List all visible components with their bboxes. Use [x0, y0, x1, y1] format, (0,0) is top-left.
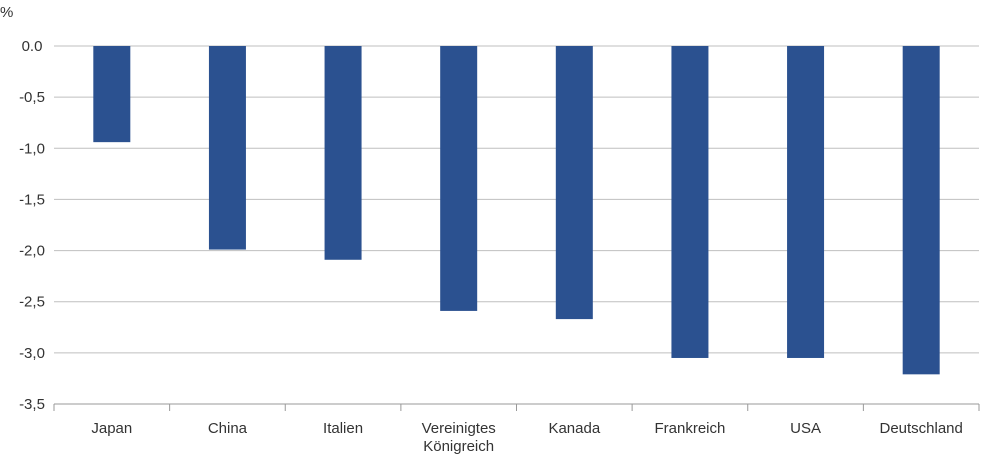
x-axis	[53, 403, 980, 411]
bar	[787, 46, 825, 358]
bar	[440, 46, 478, 311]
y-tick-label: -2,0	[19, 243, 45, 260]
category-label: Italien	[323, 420, 363, 437]
category-label: Frankreich	[655, 420, 726, 437]
category-label: China	[208, 420, 248, 437]
category-label: USA	[790, 420, 821, 437]
category-label: Vereinigtes	[422, 420, 496, 437]
category-label: Königreich	[423, 438, 494, 455]
bars	[93, 46, 940, 375]
category-label: Japan	[91, 420, 132, 437]
bar	[324, 46, 362, 260]
category-label: Deutschland	[879, 420, 962, 437]
y-unit-label: %	[0, 4, 13, 21]
bar	[671, 46, 709, 358]
y-tick-label: -3,0	[19, 345, 45, 362]
gridlines	[54, 45, 979, 354]
y-tick-label: -0,5	[19, 89, 45, 106]
bar	[555, 46, 593, 320]
y-tick-label: -1,0	[19, 140, 45, 157]
y-tick-label: -1,5	[19, 191, 45, 208]
bar	[93, 46, 131, 143]
y-tick-label: -2,5	[19, 294, 45, 311]
bar	[208, 46, 246, 250]
bar	[902, 46, 940, 375]
y-tick-label: -3,5	[19, 396, 45, 413]
y-tick-label: 0.0	[22, 38, 43, 55]
category-label: Kanada	[548, 420, 600, 437]
y-tick-labels: 0.0 -0,5 -1,0 -1,5 -2,0 -2,5 -3,0 -3,5	[19, 38, 45, 413]
